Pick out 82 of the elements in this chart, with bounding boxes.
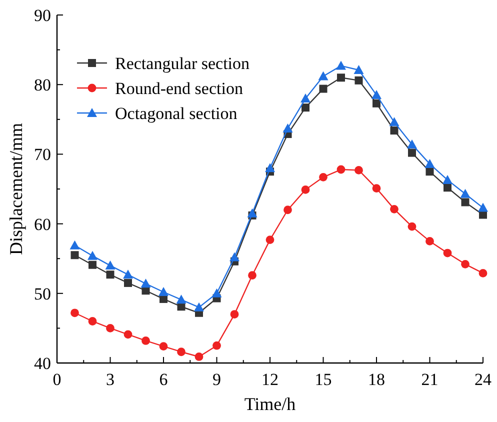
point xyxy=(194,302,204,312)
point xyxy=(70,240,80,250)
point xyxy=(442,174,452,184)
point xyxy=(177,348,186,356)
point xyxy=(408,222,416,231)
point xyxy=(88,317,97,326)
point xyxy=(372,90,382,100)
point xyxy=(318,71,328,80)
x-tick-label: 12 xyxy=(262,370,278,389)
y-tick-label: 60 xyxy=(34,214,51,234)
y-axis-title: Displacement/mm xyxy=(6,123,26,255)
x-tick-label: 9 xyxy=(212,370,221,389)
point xyxy=(461,260,470,268)
point xyxy=(354,64,364,74)
point xyxy=(478,269,488,278)
y-tick-label: 80 xyxy=(34,76,51,95)
point xyxy=(212,341,221,350)
point xyxy=(390,126,398,135)
y-tick-label: 40 xyxy=(34,354,51,373)
x-tick-label: 21 xyxy=(421,370,438,389)
point xyxy=(265,163,275,172)
legend-label: Octagonal section xyxy=(115,104,238,123)
point xyxy=(70,251,79,260)
point xyxy=(88,260,96,269)
point xyxy=(70,308,79,318)
point xyxy=(319,172,328,182)
point xyxy=(407,139,417,148)
point xyxy=(443,248,452,258)
point xyxy=(159,342,168,350)
point xyxy=(106,324,114,332)
point xyxy=(282,123,293,132)
point xyxy=(123,270,133,279)
x-tick-label: 3 xyxy=(106,370,114,389)
point xyxy=(302,104,310,112)
point xyxy=(389,117,400,126)
point xyxy=(142,336,150,345)
point xyxy=(248,271,256,280)
point xyxy=(212,288,222,298)
point xyxy=(372,99,380,108)
point xyxy=(88,250,98,260)
x-tick-label: 6 xyxy=(159,370,168,389)
point xyxy=(158,287,168,296)
y-tick-label: 70 xyxy=(34,145,51,164)
x-axis-title: Time/h xyxy=(244,394,296,414)
point xyxy=(354,76,363,84)
point xyxy=(461,198,470,206)
point xyxy=(424,158,435,168)
point xyxy=(336,60,346,70)
point xyxy=(460,188,470,198)
point xyxy=(444,184,452,192)
x-tick-label: 18 xyxy=(368,370,385,389)
legend-label: Rectangular section xyxy=(115,54,250,73)
point xyxy=(337,74,345,82)
point xyxy=(194,352,204,361)
point xyxy=(140,278,151,288)
point xyxy=(336,165,346,174)
point xyxy=(106,270,114,279)
point xyxy=(408,148,416,157)
point xyxy=(300,94,310,103)
point xyxy=(266,236,274,244)
point xyxy=(354,166,363,174)
point xyxy=(176,294,186,304)
point xyxy=(426,237,434,246)
x-tick-label: 24 xyxy=(474,370,492,389)
point xyxy=(319,84,328,93)
legend-label: Round-end section xyxy=(115,79,244,98)
point xyxy=(284,206,292,214)
point xyxy=(426,168,434,176)
x-tick-label: 15 xyxy=(314,370,332,389)
point xyxy=(124,278,132,287)
point xyxy=(478,202,488,212)
point xyxy=(230,310,239,318)
point xyxy=(372,184,381,193)
point xyxy=(390,204,398,214)
x-tick-label: 0 xyxy=(52,370,62,389)
y-tick-label: 50 xyxy=(34,284,51,304)
point xyxy=(247,208,258,218)
point xyxy=(105,260,116,270)
y-tick-label: 90 xyxy=(34,6,51,25)
point xyxy=(301,185,310,194)
point xyxy=(230,252,240,262)
point xyxy=(124,330,132,339)
